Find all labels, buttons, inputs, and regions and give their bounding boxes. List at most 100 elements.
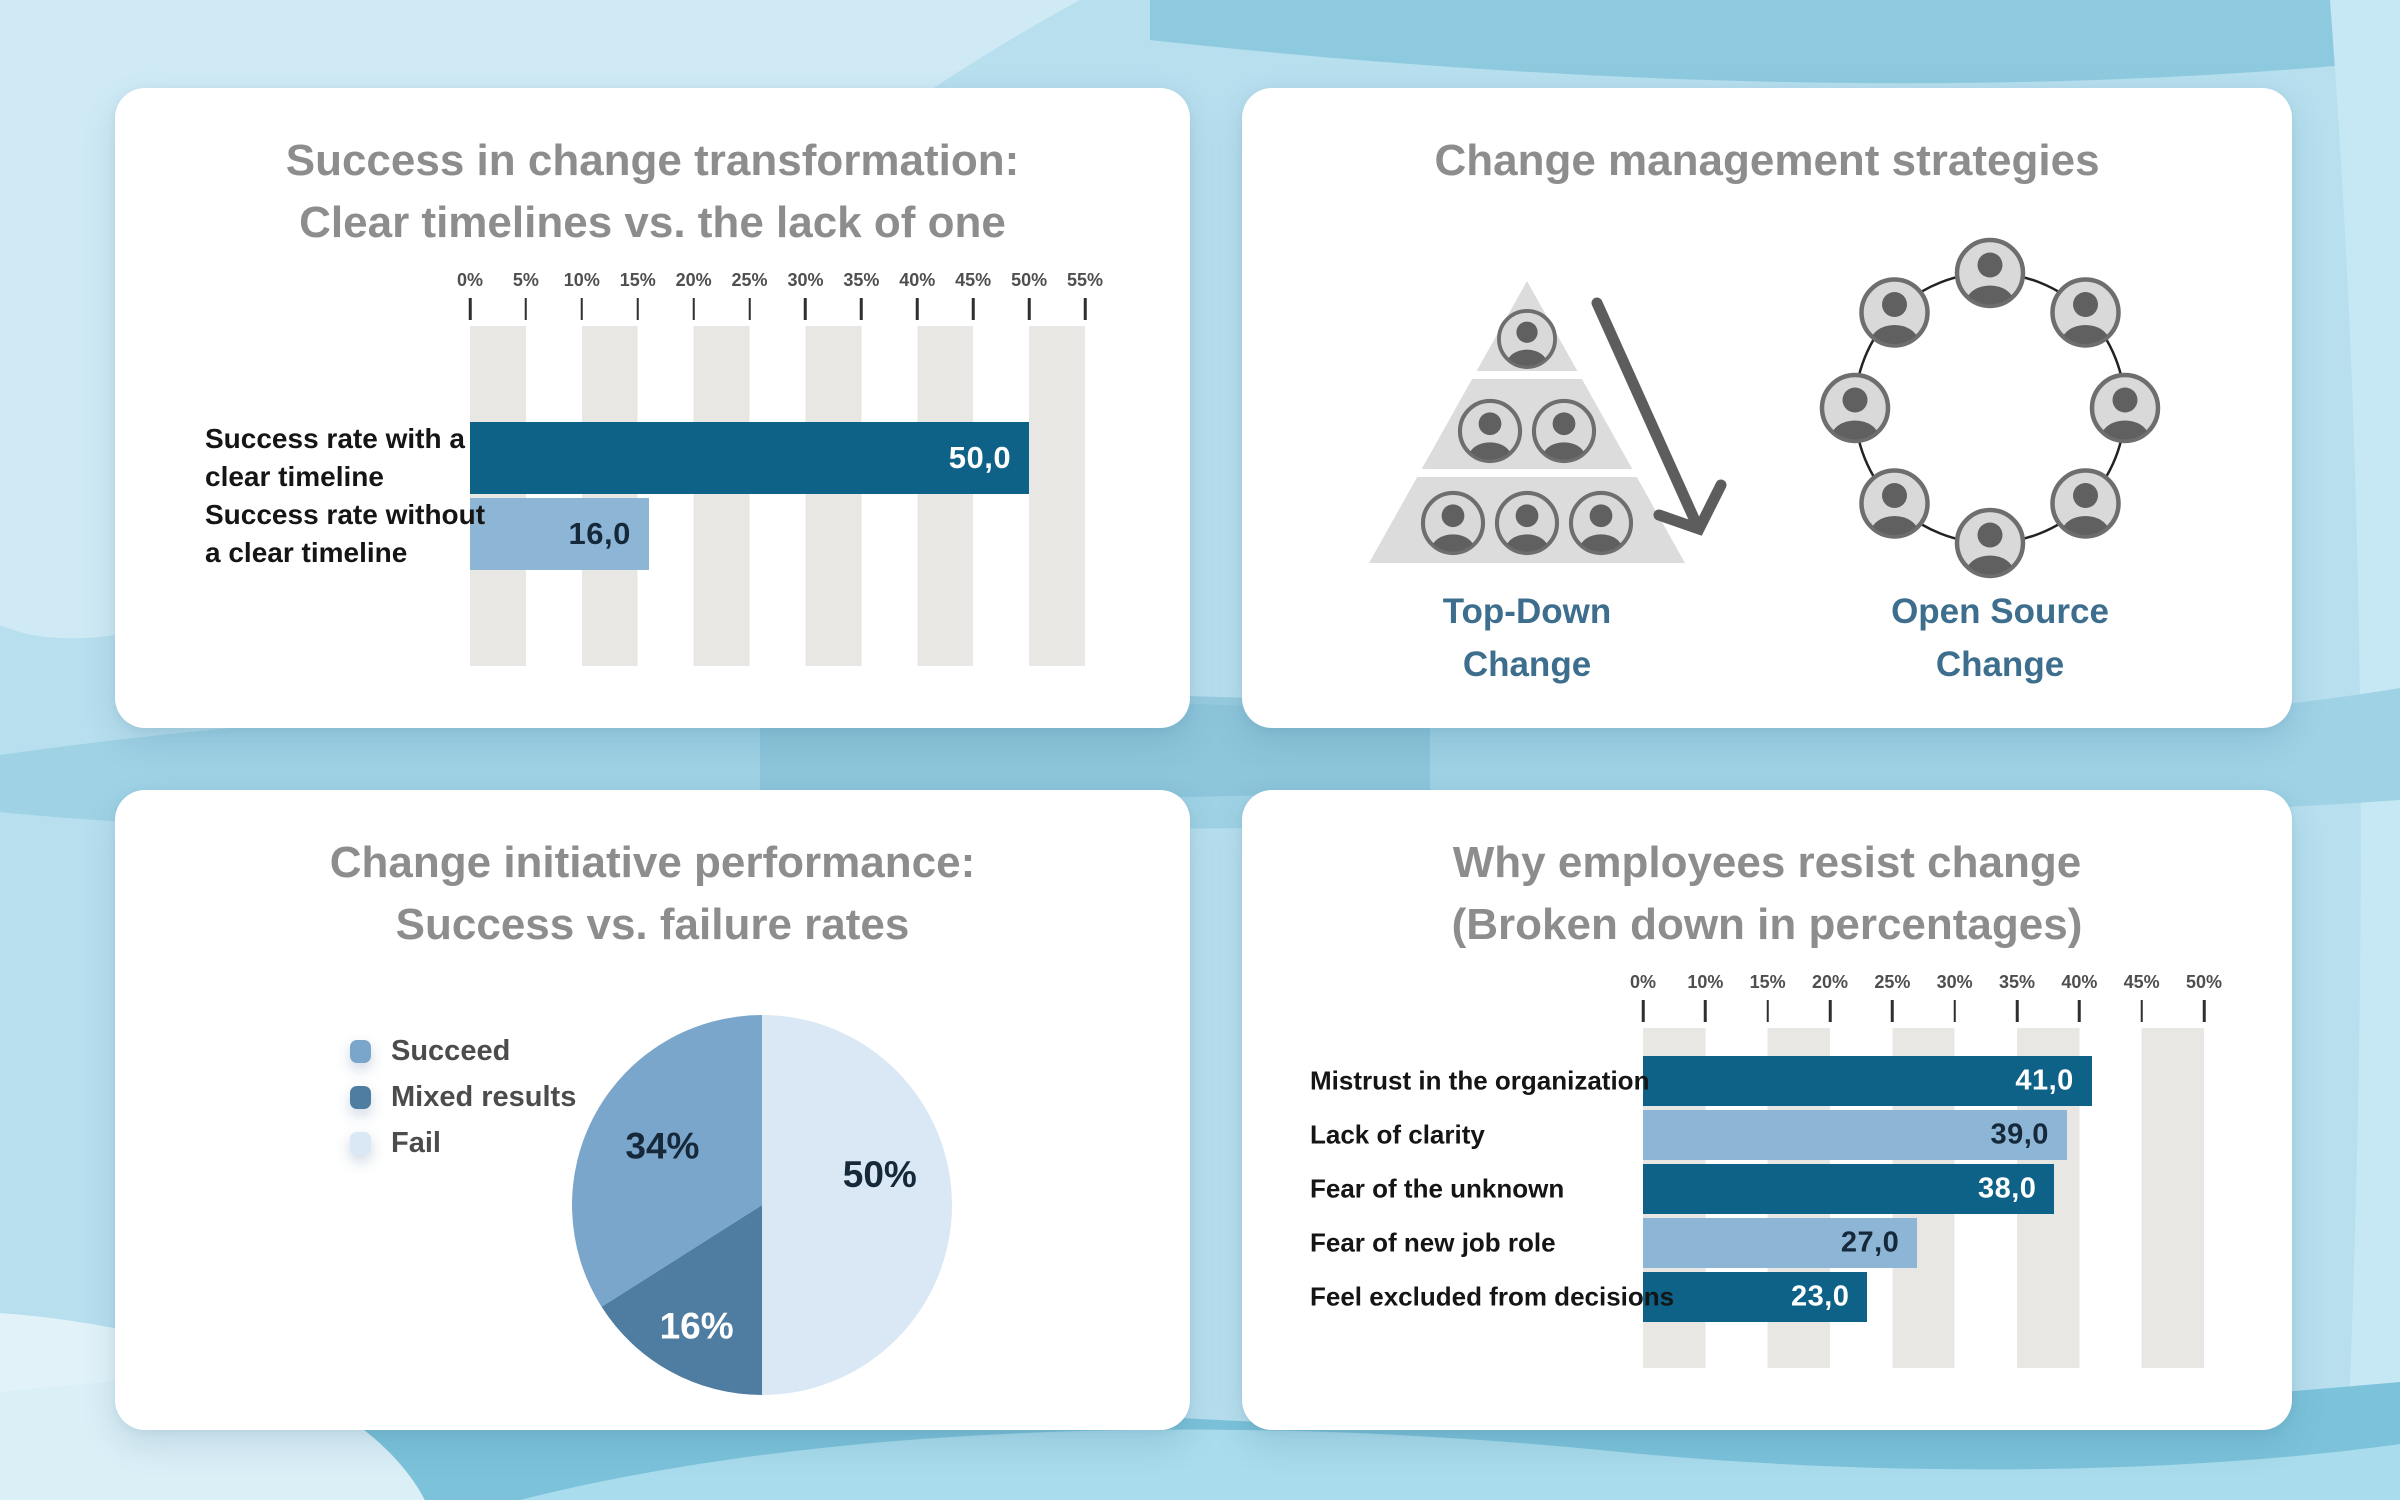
- bar-value-label: 38,0: [1977, 1172, 2037, 1205]
- person-icon: [1957, 510, 2023, 589]
- axis-tick-mark: [524, 298, 528, 320]
- axis-tick-mark: [1704, 1000, 1707, 1022]
- axis-tick-mark: [1953, 1000, 1956, 1022]
- axis-tick-label: 50%: [1011, 270, 1048, 290]
- axis-tick-label: 0%: [456, 270, 484, 290]
- pie-slice: [762, 1015, 952, 1395]
- axis-tick-label: 35%: [1998, 972, 2036, 992]
- people-network-circle-icon: [1762, 223, 2232, 623]
- axis-tick-label: 20%: [1811, 972, 1849, 992]
- bar: 50,0: [470, 422, 1030, 494]
- legend-swatch: [350, 1131, 371, 1155]
- card-pie-chart: Change initiative performance: Success v…: [115, 790, 1190, 1430]
- pie-legend: Succeed Mixed results Fail: [350, 1028, 576, 1166]
- axis-tick-mark: [2202, 1000, 2206, 1022]
- plot-area: 50,0 16,0: [470, 326, 1085, 666]
- legend-label: Mixed results: [391, 1080, 577, 1113]
- pie-slice: [601, 1205, 762, 1395]
- person-icon: [2053, 471, 2119, 550]
- axis-tick-label: 15%: [619, 270, 656, 290]
- axis-tick-mark: [2015, 1000, 2019, 1022]
- down-arrow-icon: [1591, 297, 1727, 536]
- axis-tick-label: 30%: [1936, 972, 1973, 992]
- axis-tick-label: 0%: [1629, 972, 1657, 992]
- pyramid-hierarchy-arrow-icon: [1369, 281, 1727, 573]
- axis-tick-label: 10%: [563, 270, 600, 290]
- diagram-label-top-down: Top-Down Change: [1442, 592, 1612, 684]
- legend-item: Succeed: [350, 1028, 576, 1074]
- axis-tick-label: 30%: [787, 270, 824, 290]
- axis-tick-mark: [1891, 1000, 1894, 1022]
- category-label: Fear of new job role: [1310, 1227, 1556, 1258]
- axis-tick-mark: [860, 298, 863, 320]
- bar: 16,0: [470, 498, 649, 570]
- plot-area: 41,0 39,0 38,0 27,0 23,0: [1643, 1028, 2204, 1368]
- axis-tick-label: 45%: [955, 270, 992, 290]
- axis-tick-label: 35%: [843, 270, 880, 290]
- axis-tick-mark: [2140, 1000, 2143, 1022]
- axis-tick-label: 15%: [1749, 972, 1786, 992]
- axis-tick-mark: [580, 298, 584, 320]
- axis-tick-mark: [971, 298, 975, 320]
- axis-tick-mark: [636, 298, 639, 320]
- pie-percent-label: 16%: [660, 1306, 734, 1347]
- axis-tick-mark: [2078, 1000, 2081, 1022]
- person-icon: [1862, 280, 1928, 359]
- chart-title: Change initiative performance: Success v…: [329, 838, 976, 949]
- person-icon: [2053, 280, 2119, 359]
- pie-chart: 50% 16% 34%: [572, 1015, 952, 1395]
- axis-tick-label: 40%: [2061, 972, 2098, 992]
- bar-value-label: 39,0: [1990, 1118, 2049, 1151]
- axis-tick-label: 45%: [2123, 972, 2160, 992]
- bar-value-label: 23,0: [1790, 1280, 1850, 1313]
- axis-tick-mark: [1083, 298, 1087, 320]
- card-strategies-diagram: Change management strategies: [1242, 88, 2292, 728]
- axis-tick-label: 55%: [1066, 270, 1104, 290]
- axis-tick-mark: [1641, 1000, 1645, 1022]
- legend-label: Fail: [391, 1126, 441, 1159]
- category-label: Feel excluded from decisions: [1310, 1281, 1675, 1312]
- card-timeline-chart: Success in change transformation: Clear …: [115, 88, 1190, 728]
- person-icon: [1822, 375, 1888, 454]
- bar: 23,0: [1643, 1272, 1868, 1322]
- axis-tick-label: 10%: [1687, 972, 1724, 992]
- chart-title: Why employees resist change (Broken down…: [1451, 838, 2083, 949]
- legend-swatch: [350, 1039, 371, 1063]
- axis-tick-mark: [748, 298, 751, 320]
- category-label: Fear of the unknown: [1310, 1173, 1565, 1204]
- bar: 38,0: [1643, 1164, 2055, 1214]
- legend-label: Succeed: [391, 1034, 511, 1067]
- axis-tick-mark: [692, 298, 695, 320]
- person-icon: [1862, 471, 1928, 550]
- pie-percent-label: 50%: [843, 1154, 917, 1195]
- axis-tick-mark: [468, 298, 472, 320]
- category-label: Mistrust in the organization: [1310, 1065, 1650, 1096]
- card-resistance-chart: Why employees resist change (Broken down…: [1242, 790, 2292, 1430]
- bar: 39,0: [1643, 1110, 2067, 1160]
- person-icon: [2092, 375, 2158, 454]
- axis-tick-label: 25%: [1874, 972, 1911, 992]
- category-label: Success rate without a clear timeline: [205, 499, 486, 568]
- bar-value-label: 41,0: [2015, 1064, 2074, 1097]
- axis-tick-label: 25%: [731, 270, 768, 290]
- legend-item: Fail: [350, 1120, 576, 1166]
- chart-title: Change management strategies: [1434, 136, 2100, 185]
- chart-title: Success in change transformation: Clear …: [285, 136, 1020, 247]
- axis-tick-label: 20%: [675, 270, 712, 290]
- axis-tick-label: 50%: [2185, 972, 2223, 992]
- axis-tick-mark: [1828, 1000, 1832, 1022]
- axis-tick-mark: [916, 298, 919, 320]
- bar-value-label: 50,0: [948, 440, 1012, 475]
- axis-tick-mark: [1766, 1000, 1769, 1022]
- diagram-label-open-source: Open Source Change: [1891, 592, 2109, 684]
- axis-tick-mark: [804, 298, 807, 320]
- axis-tick-label: 40%: [899, 270, 936, 290]
- category-label: Success rate with a clear timeline: [205, 423, 465, 492]
- legend-item: Mixed results: [350, 1074, 576, 1120]
- bar: 41,0: [1643, 1056, 2092, 1106]
- axis-tick-label: 5%: [512, 270, 539, 290]
- bar: 27,0: [1643, 1218, 1918, 1268]
- bar-value-label: 27,0: [1840, 1226, 1900, 1259]
- axis-tick-mark: [1027, 298, 1031, 320]
